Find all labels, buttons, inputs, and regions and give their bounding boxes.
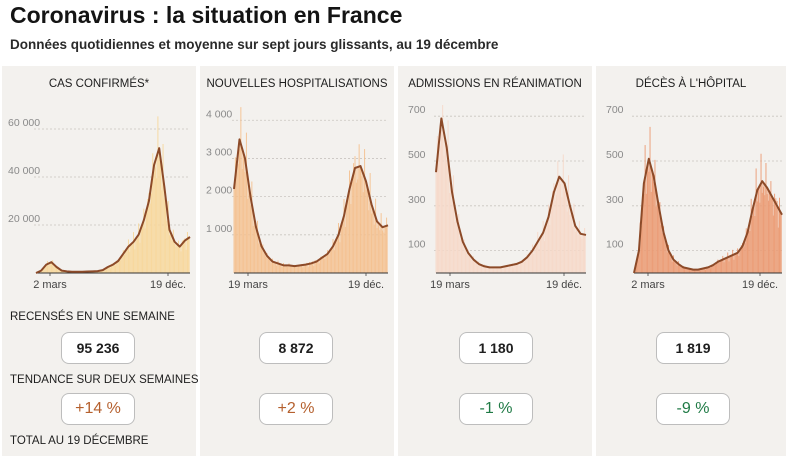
chart-hospitalisations: 1 000 2 000 3 000 4 000 19 mars 19 déc. [206, 107, 389, 291]
y-tick-label: 1 000 [206, 223, 232, 235]
weekly-row-label: RECENSÉS EN UNE SEMAINE [10, 311, 175, 323]
panel-title-hospitalisations: NOUVELLES HOSPITALISATIONS [206, 78, 388, 90]
y-tick-label: 100 [408, 239, 426, 251]
page-title: Coronavirus : la situation en France [10, 2, 403, 28]
x-tick-label: 2 mars [631, 279, 665, 291]
area-fill [634, 158, 782, 273]
y-tick-label: 300 [408, 194, 426, 206]
y-tick-label: 20 000 [8, 213, 40, 225]
y-tick-label: 100 [606, 239, 624, 251]
y-tick-label: 700 [606, 104, 624, 116]
x-tick-label: 19 mars [430, 279, 470, 291]
trend-value-deaths: -9 % [656, 393, 730, 425]
trend-row-label: TENDANCE SUR DEUX SEMAINES [10, 374, 199, 386]
total-row-label: TOTAL AU 19 DÉCEMBRE [10, 435, 149, 447]
chart-cases: 20 000 40 000 60 000 2 mars 19 déc. [8, 116, 191, 291]
panel-title-deaths: DÉCÈS À L'HÔPITAL [635, 78, 747, 90]
x-tick-label: 2 mars [33, 279, 67, 291]
chart-deaths: 100 300 500 700 2 mars 19 déc. [606, 104, 783, 291]
panel-title-cases: CAS CONFIRMÉS* [48, 78, 150, 90]
y-tick-label: 500 [606, 149, 624, 161]
y-tick-label: 700 [408, 104, 426, 116]
trend-value-icu: -1 % [459, 393, 533, 425]
x-tick-label: 19 déc. [742, 279, 778, 291]
x-tick-label: 19 mars [228, 279, 268, 291]
area-fill [36, 148, 190, 273]
area-fill [436, 118, 586, 273]
trend-value-cases: +14 % [61, 393, 135, 425]
average-line [233, 138, 389, 268]
y-tick-label: 2 000 [206, 185, 232, 197]
area-fill [234, 139, 388, 273]
y-tick-label: 60 000 [8, 117, 40, 129]
weekly-value-cases: 95 236 [61, 332, 135, 364]
panel-title-icu: ADMISSIONS EN RÉANIMATION [408, 78, 582, 90]
trend-value-hospitalisations: +2 % [259, 393, 333, 425]
y-tick-label: 300 [606, 194, 624, 206]
weekly-value-deaths: 1 819 [656, 332, 730, 364]
chart-icu: 100 300 500 700 19 mars 19 déc. [408, 104, 587, 291]
average-line [435, 117, 587, 269]
average-line [35, 147, 191, 274]
y-tick-label: 3 000 [206, 146, 232, 158]
x-tick-label: 19 déc. [150, 279, 186, 291]
page-subtitle: Données quotidiennes et moyenne sur sept… [10, 37, 499, 52]
average-line [633, 157, 783, 274]
y-tick-label: 40 000 [8, 165, 40, 177]
y-tick-label: 500 [408, 149, 426, 161]
weekly-value-hospitalisations: 8 872 [259, 332, 333, 364]
y-tick-label: 4 000 [206, 108, 232, 120]
weekly-value-icu: 1 180 [459, 332, 533, 364]
x-tick-label: 19 déc. [546, 279, 582, 291]
x-tick-label: 19 déc. [348, 279, 384, 291]
